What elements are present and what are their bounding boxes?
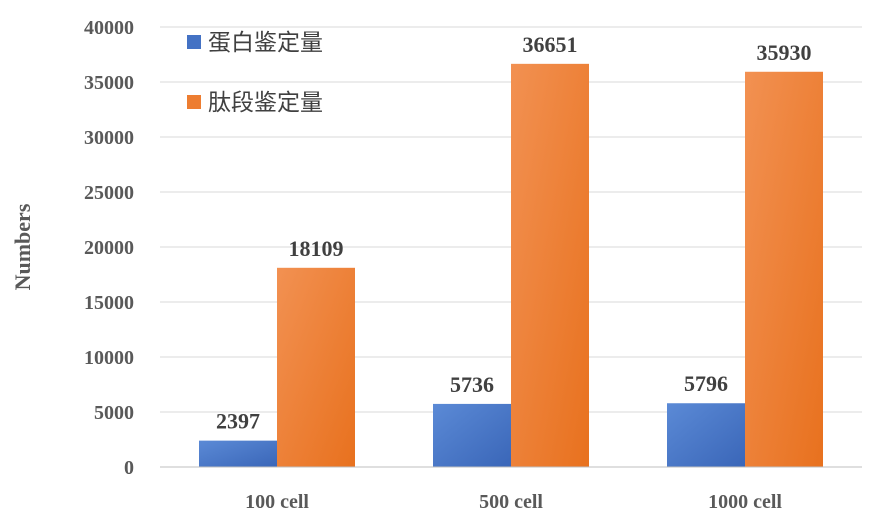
- x-tick-label: 1000 cell: [708, 491, 782, 513]
- bar-peptide: [277, 267, 355, 467]
- legend-label: 蛋白鉴定量: [208, 30, 323, 56]
- data-label: 5796: [684, 371, 728, 396]
- y-axis-title: Numbers: [10, 203, 35, 290]
- bar-protein: [667, 403, 745, 467]
- bars: [199, 63, 823, 468]
- legend-swatch: [187, 95, 201, 109]
- axes: 0 5000 10000 15000 20000 25000 30000 35000 40000…: [10, 17, 862, 513]
- bar-protein: [433, 403, 511, 467]
- y-tick-label: 10000: [84, 347, 134, 369]
- data-label: 36651: [523, 32, 578, 57]
- y-tick-label: 30000: [84, 127, 134, 149]
- data-label: 18109: [289, 236, 344, 261]
- y-tick-label: 35000: [84, 72, 134, 94]
- legend-swatch: [187, 35, 201, 49]
- data-label: 2397: [216, 409, 260, 434]
- y-tick-label: 15000: [84, 292, 134, 314]
- data-label: 5736: [450, 372, 494, 397]
- y-tick-label: 0: [124, 457, 134, 479]
- bar-protein: [199, 440, 277, 467]
- y-tick-label: 40000: [84, 17, 134, 39]
- x-tick-label: 500 cell: [479, 491, 543, 513]
- bar-peptide: [745, 71, 823, 468]
- y-tick-label: 25000: [84, 182, 134, 204]
- data-labels: 2397 18109 5736 36651 5796 35930: [216, 32, 812, 434]
- legend-label: 肽段鉴定量: [208, 90, 323, 116]
- y-tick-label: 20000: [84, 237, 134, 259]
- x-tick-label: 100 cell: [245, 491, 309, 513]
- bar-peptide: [511, 63, 589, 468]
- y-tick-label: 5000: [94, 402, 134, 424]
- data-label: 35930: [757, 40, 812, 65]
